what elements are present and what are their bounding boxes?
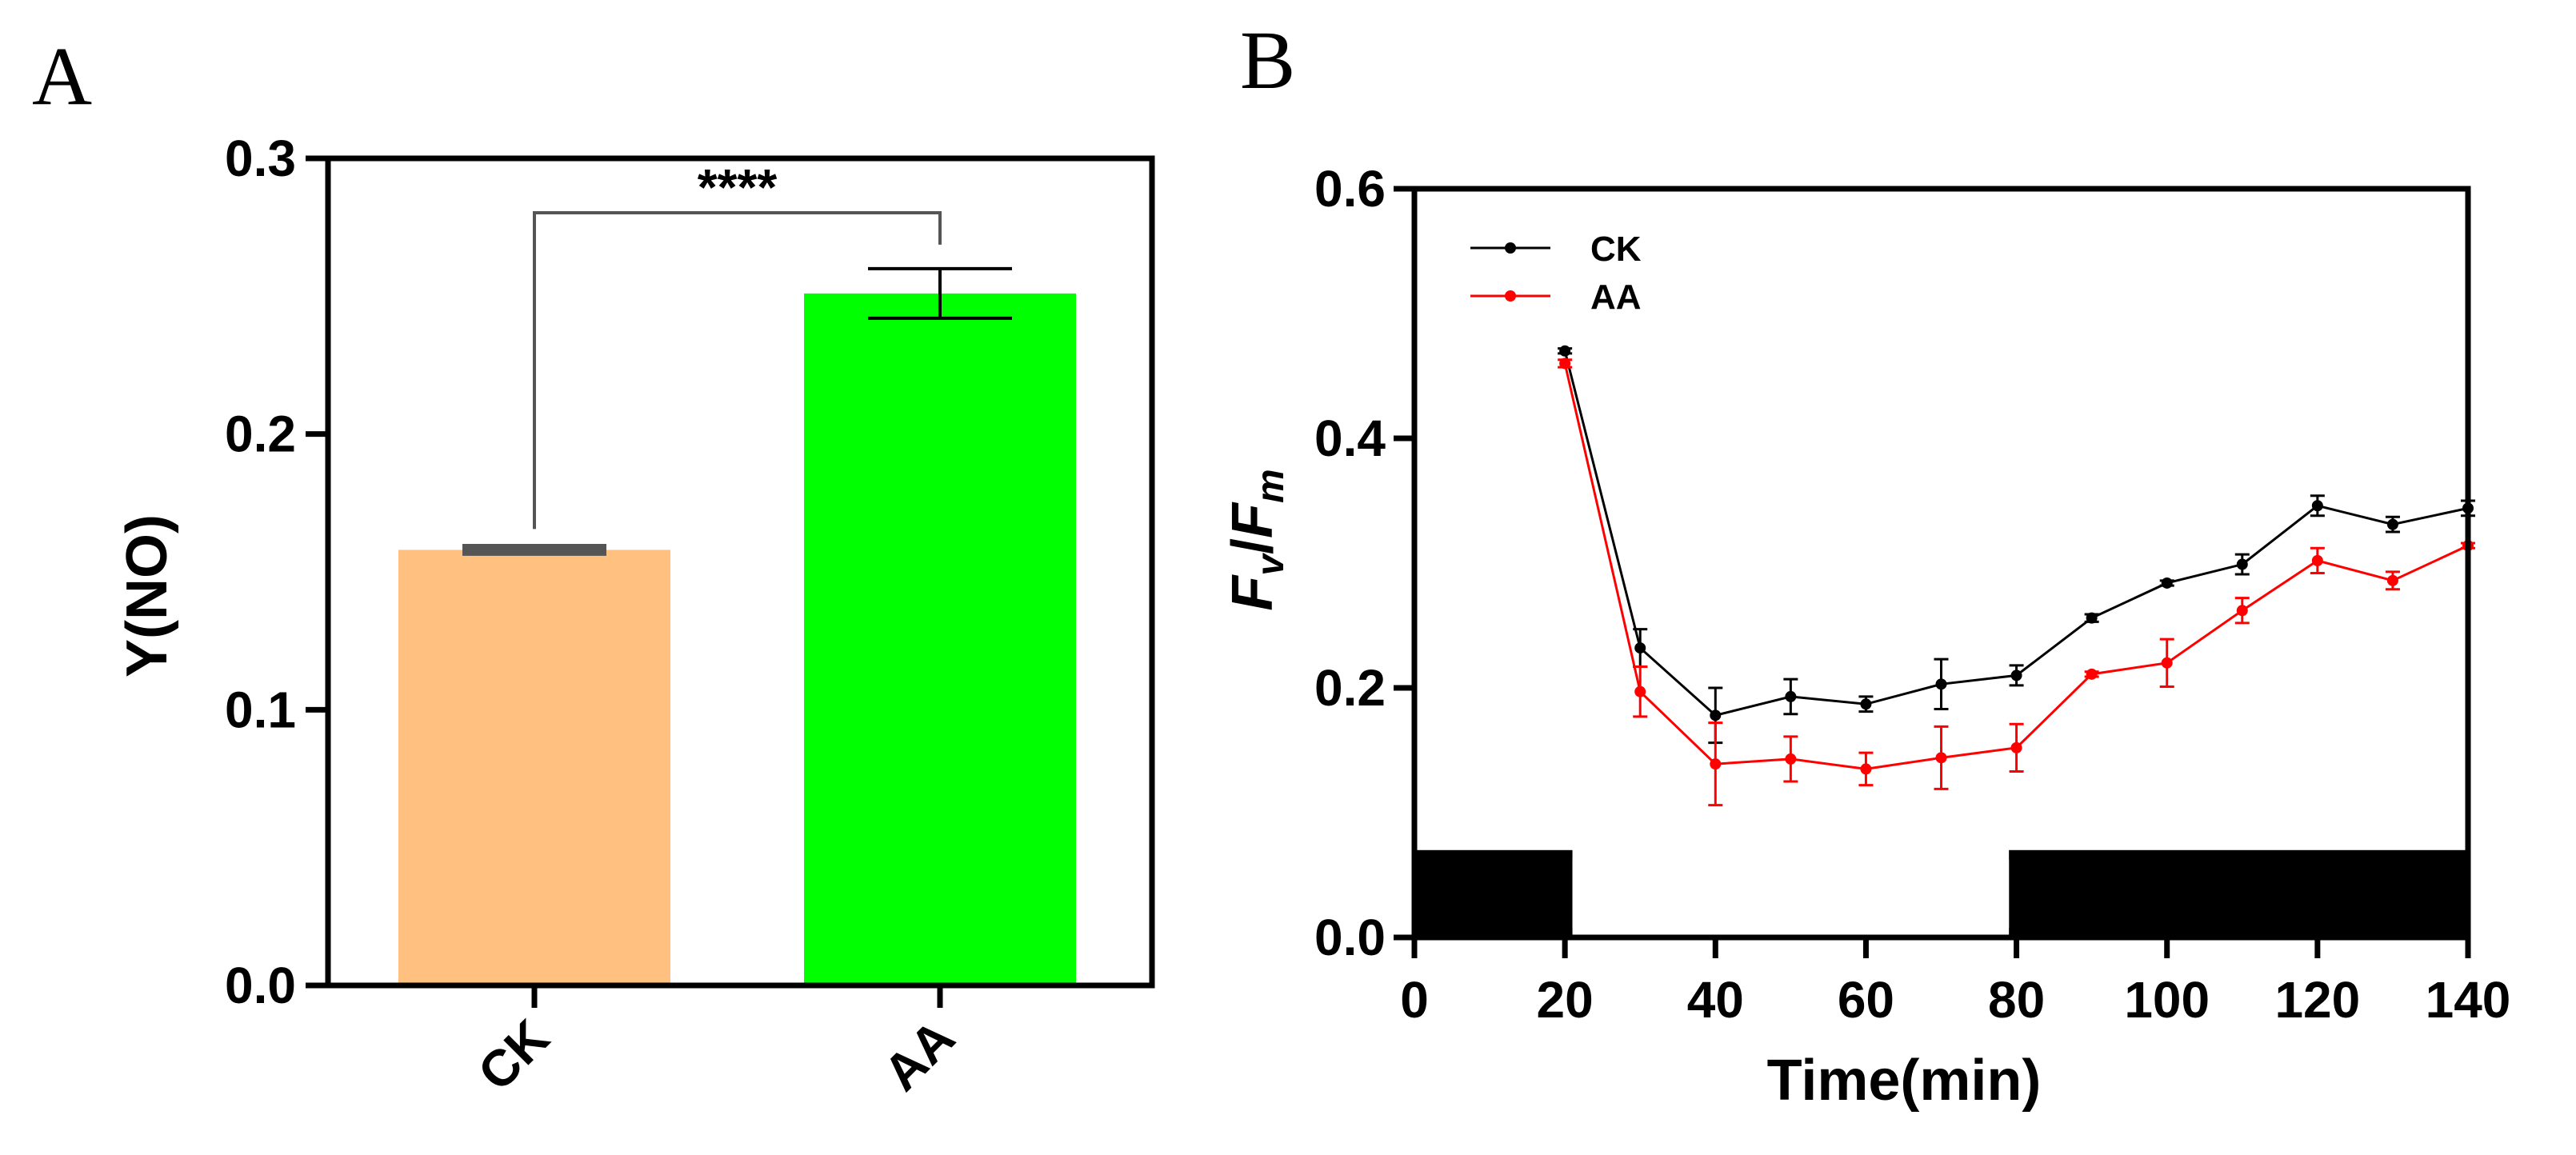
data-point [2086,612,2098,624]
y-title-sub-v: v [1250,553,1292,576]
data-point [1785,753,1797,765]
legend-label: CK [1590,230,1642,269]
series-aa [1558,358,2475,807]
data-point [2236,605,2248,617]
y-tick-label: 0.2 [225,406,296,463]
data-point [1935,678,1947,690]
panel-label-a: A [32,30,92,122]
data-point [2386,574,2398,586]
x-tick-label: 40 [1687,971,1744,1029]
legend-marker [1505,242,1516,254]
dark-period-bar [2009,849,2468,937]
data-point [2010,669,2022,681]
error-bar-aa [868,266,1012,320]
x-tick-label: 100 [2124,971,2210,1029]
y-tick-label: 0.0 [1314,909,1386,966]
data-point [2236,558,2248,570]
panel-b-line-chart: Fv/Fm Time(min) 0.00.20.40.60 20 40 60 80 100… [1221,160,2510,1113]
panel-a-bar-chart: Y(NO) **** 0.0 0.1 0.2 0.3 CK AA [115,130,1155,1101]
panel-b-x-axis-title: Time(min) [1767,1049,2042,1113]
x-tick-label: 80 [1988,971,2045,1029]
data-point [1935,752,1947,764]
light-period-bar [1572,859,2010,928]
significance-bracket [533,211,942,530]
y-tick-label: 0.4 [1314,410,1386,467]
data-point [1559,358,1571,370]
data-point [1860,763,1872,775]
data-point [2086,668,2098,680]
series-line-aa [1563,363,2469,770]
x-tick-label: 140 [2426,971,2511,1029]
y-tick-label: 0.6 [1314,160,1386,218]
bar-aa [804,293,1076,985]
data-point [1785,690,1797,702]
data-point [1634,685,1646,697]
y-tick-label: 0.1 [225,681,296,738]
data-point [2311,500,2323,512]
data-point [2386,518,2398,530]
x-tick-label: 20 [1537,971,1594,1029]
data-point [2161,577,2173,589]
data-point [1559,345,1571,357]
bar-ck [398,550,670,985]
legend-entry-ck: CK [1470,230,1642,269]
data-point [2311,554,2323,566]
legend-marker [1505,290,1516,302]
panel-a-y-axis-title: Y(NO) [115,514,179,677]
data-point [1860,698,1872,710]
significance-label: **** [698,158,778,216]
panel-b-y-axis-title: Fv/Fm [1221,469,1292,610]
x-tick-label-aa: AA [873,1009,966,1101]
dark-period-bar [1414,849,1573,937]
data-point [1634,642,1646,654]
y-tick-label: 0.3 [225,130,296,187]
data-point [1710,709,1722,721]
data-point [2010,741,2022,753]
x-tick-label-ck: CK [467,1009,560,1101]
panel-a-frame [325,155,1155,989]
y-title-f1: F [1221,574,1285,611]
panel-label-b: B [1240,14,1295,106]
x-tick-label: 120 [2274,971,2360,1029]
y-title-f2: F [1221,502,1285,538]
series-ck [1558,345,2475,745]
x-tick-label: 0 [1400,971,1429,1029]
series-line-ck [1563,350,2469,717]
legend-entry-aa: AA [1470,278,1642,317]
panel-b-frame [1411,186,2471,941]
legend-label: AA [1590,278,1642,317]
y-title-slash: / [1221,538,1285,554]
y-tick-label: 0.0 [225,957,296,1014]
y-title-sub-m: m [1250,469,1292,503]
x-tick-label: 60 [1838,971,1894,1029]
error-bar-ck [462,543,606,556]
data-point [2161,657,2173,669]
y-tick-label: 0.2 [1314,659,1386,717]
data-point [1710,758,1722,770]
